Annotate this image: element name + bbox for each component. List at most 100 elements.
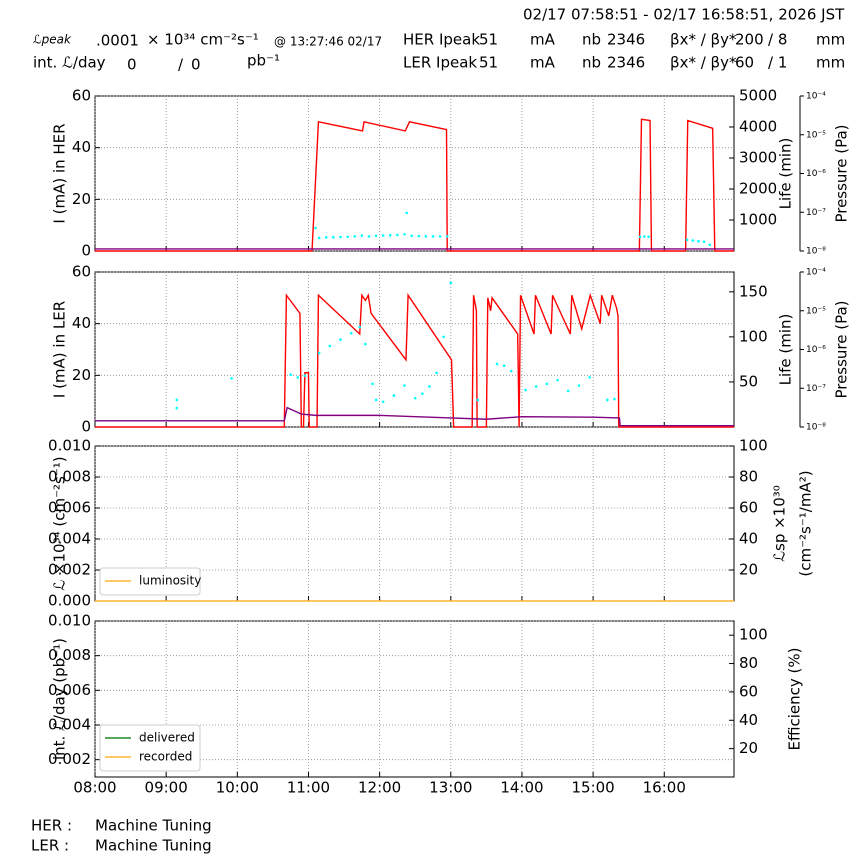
data-point xyxy=(449,281,453,285)
data-point xyxy=(495,362,499,366)
y-tick-label: 0.000 xyxy=(48,592,91,610)
data-line xyxy=(95,118,734,252)
data-point xyxy=(317,351,321,355)
data-point xyxy=(606,398,609,402)
data-point xyxy=(691,239,695,242)
y3-tick-label: 10⁻⁴ xyxy=(806,268,826,278)
intl-unit: pb⁻¹ xyxy=(247,52,280,70)
data-point xyxy=(175,406,179,410)
x-tick-label: 08:00 xyxy=(73,779,116,797)
y2-axis-label: ℒsp ×10³⁰ xyxy=(771,485,789,562)
data-point xyxy=(358,325,362,329)
intl-sep: / xyxy=(178,56,184,74)
y2-tick-label: 150 xyxy=(739,282,768,300)
legend-label: recorded xyxy=(139,750,192,764)
y2-tick-label: 60 xyxy=(739,499,758,517)
plot-frame xyxy=(94,271,735,428)
ring-nb-label: nb xyxy=(582,54,601,72)
data-point xyxy=(346,235,349,239)
y-tick-label: 0.002 xyxy=(48,750,91,768)
data-point xyxy=(438,235,442,238)
x-tick-label: 14:00 xyxy=(500,779,543,797)
ring-info: HER Ipeak 51 mA nb 2346 βx* / βy*200/ 8 mmLER … xyxy=(403,31,845,72)
data-point xyxy=(332,236,335,239)
y2-tick-label: 5000 xyxy=(739,87,777,105)
x-tick-label: 09:00 xyxy=(145,779,188,797)
data-point xyxy=(431,235,435,238)
lpeak-unit: × 10³⁴ cm⁻²s⁻¹ xyxy=(147,31,259,49)
data-point xyxy=(410,234,413,238)
x-tick-label: 15:00 xyxy=(571,779,614,797)
data-point xyxy=(647,235,650,239)
y-axis-label: int. ℒ/day (pb⁻¹) xyxy=(51,638,69,760)
data-point xyxy=(367,235,371,238)
data-point xyxy=(317,236,321,240)
y-axis-label: I (mA) in LER xyxy=(51,301,69,398)
data-point xyxy=(381,400,385,404)
y3-tick-label: 10⁻⁵ xyxy=(806,306,826,316)
data-point xyxy=(175,398,179,402)
y-tick-label: 0.010 xyxy=(48,437,91,455)
y2-tick-label: 3000 xyxy=(739,149,777,167)
lpeak-label: ℒpeak xyxy=(33,33,72,47)
y2-tick-label: 50 xyxy=(739,372,758,390)
x-tick-label: 16:00 xyxy=(643,779,686,797)
data-point xyxy=(314,226,317,230)
ring-current: 51 xyxy=(479,54,498,72)
data-point xyxy=(403,384,406,387)
data-point xyxy=(303,374,307,377)
data-point xyxy=(428,385,431,388)
y2-tick-label: 20 xyxy=(739,739,758,757)
y3-axis-label: Pressure (Pa) xyxy=(833,300,851,398)
data-point xyxy=(374,398,378,402)
y2-axis-label: Efficiency (%) xyxy=(786,648,804,751)
y-tick-label: 0.006 xyxy=(48,681,91,699)
y2-tick-label: 80 xyxy=(739,654,758,672)
data-point xyxy=(421,392,424,395)
ring-label: HER Ipeak xyxy=(403,31,480,49)
data-point xyxy=(556,378,559,382)
y-tick-label: 40 xyxy=(72,138,91,156)
ring-beta-x: 60 xyxy=(735,54,754,72)
data-point xyxy=(476,398,480,402)
y2-tick-label: 1000 xyxy=(739,211,777,229)
lpeak-value: .0001 xyxy=(96,32,139,50)
data-point xyxy=(405,211,408,215)
data-point xyxy=(328,344,332,348)
data-point xyxy=(708,243,712,247)
ring-current-unit: mA xyxy=(530,54,556,72)
intl-label: int. ℒ/day xyxy=(33,54,106,72)
y3-tick-label: 10⁻⁸ xyxy=(806,247,826,257)
y-tick-label: 0 xyxy=(81,418,91,436)
y-tick-label: 20 xyxy=(72,190,91,208)
y3-tick-label: 10⁻⁶ xyxy=(806,345,826,355)
ring-beta-x: 200 xyxy=(735,31,764,49)
data-point xyxy=(374,234,378,238)
data-point xyxy=(389,233,392,237)
y2-axis-label: Life (min) xyxy=(777,138,795,210)
y-tick-label: 0.002 xyxy=(48,561,91,579)
ring-current-unit: mA xyxy=(530,31,556,49)
legend-label: luminosity xyxy=(139,574,201,588)
intl-recorded: 0 xyxy=(191,56,201,74)
legend-box xyxy=(99,724,201,772)
y-tick-label: 60 xyxy=(72,87,91,105)
ring-nb: 2346 xyxy=(607,54,645,72)
y3-axis-label: Pressure (Pa) xyxy=(833,124,851,222)
ring-beta-label: βx* / βy* xyxy=(670,31,737,49)
data-point xyxy=(349,331,353,335)
y-axis-label: I (mA) in HER xyxy=(51,123,69,223)
data-point xyxy=(588,376,591,379)
ring-beta-unit: mm xyxy=(816,54,845,72)
y-tick-label: 0.008 xyxy=(48,468,91,486)
data-point xyxy=(364,342,367,346)
ring-nb: 2346 xyxy=(607,31,645,49)
data-point xyxy=(339,235,342,239)
y-tick-label: 0.004 xyxy=(48,530,91,548)
ring-nb-label: nb xyxy=(582,31,601,49)
y2-tick-label: 20 xyxy=(739,561,758,579)
y2-tick-label: 100 xyxy=(739,437,768,455)
ring-beta-y: / 8 xyxy=(768,31,787,49)
y-tick-label: 60 xyxy=(72,263,91,281)
data-point xyxy=(435,371,438,375)
